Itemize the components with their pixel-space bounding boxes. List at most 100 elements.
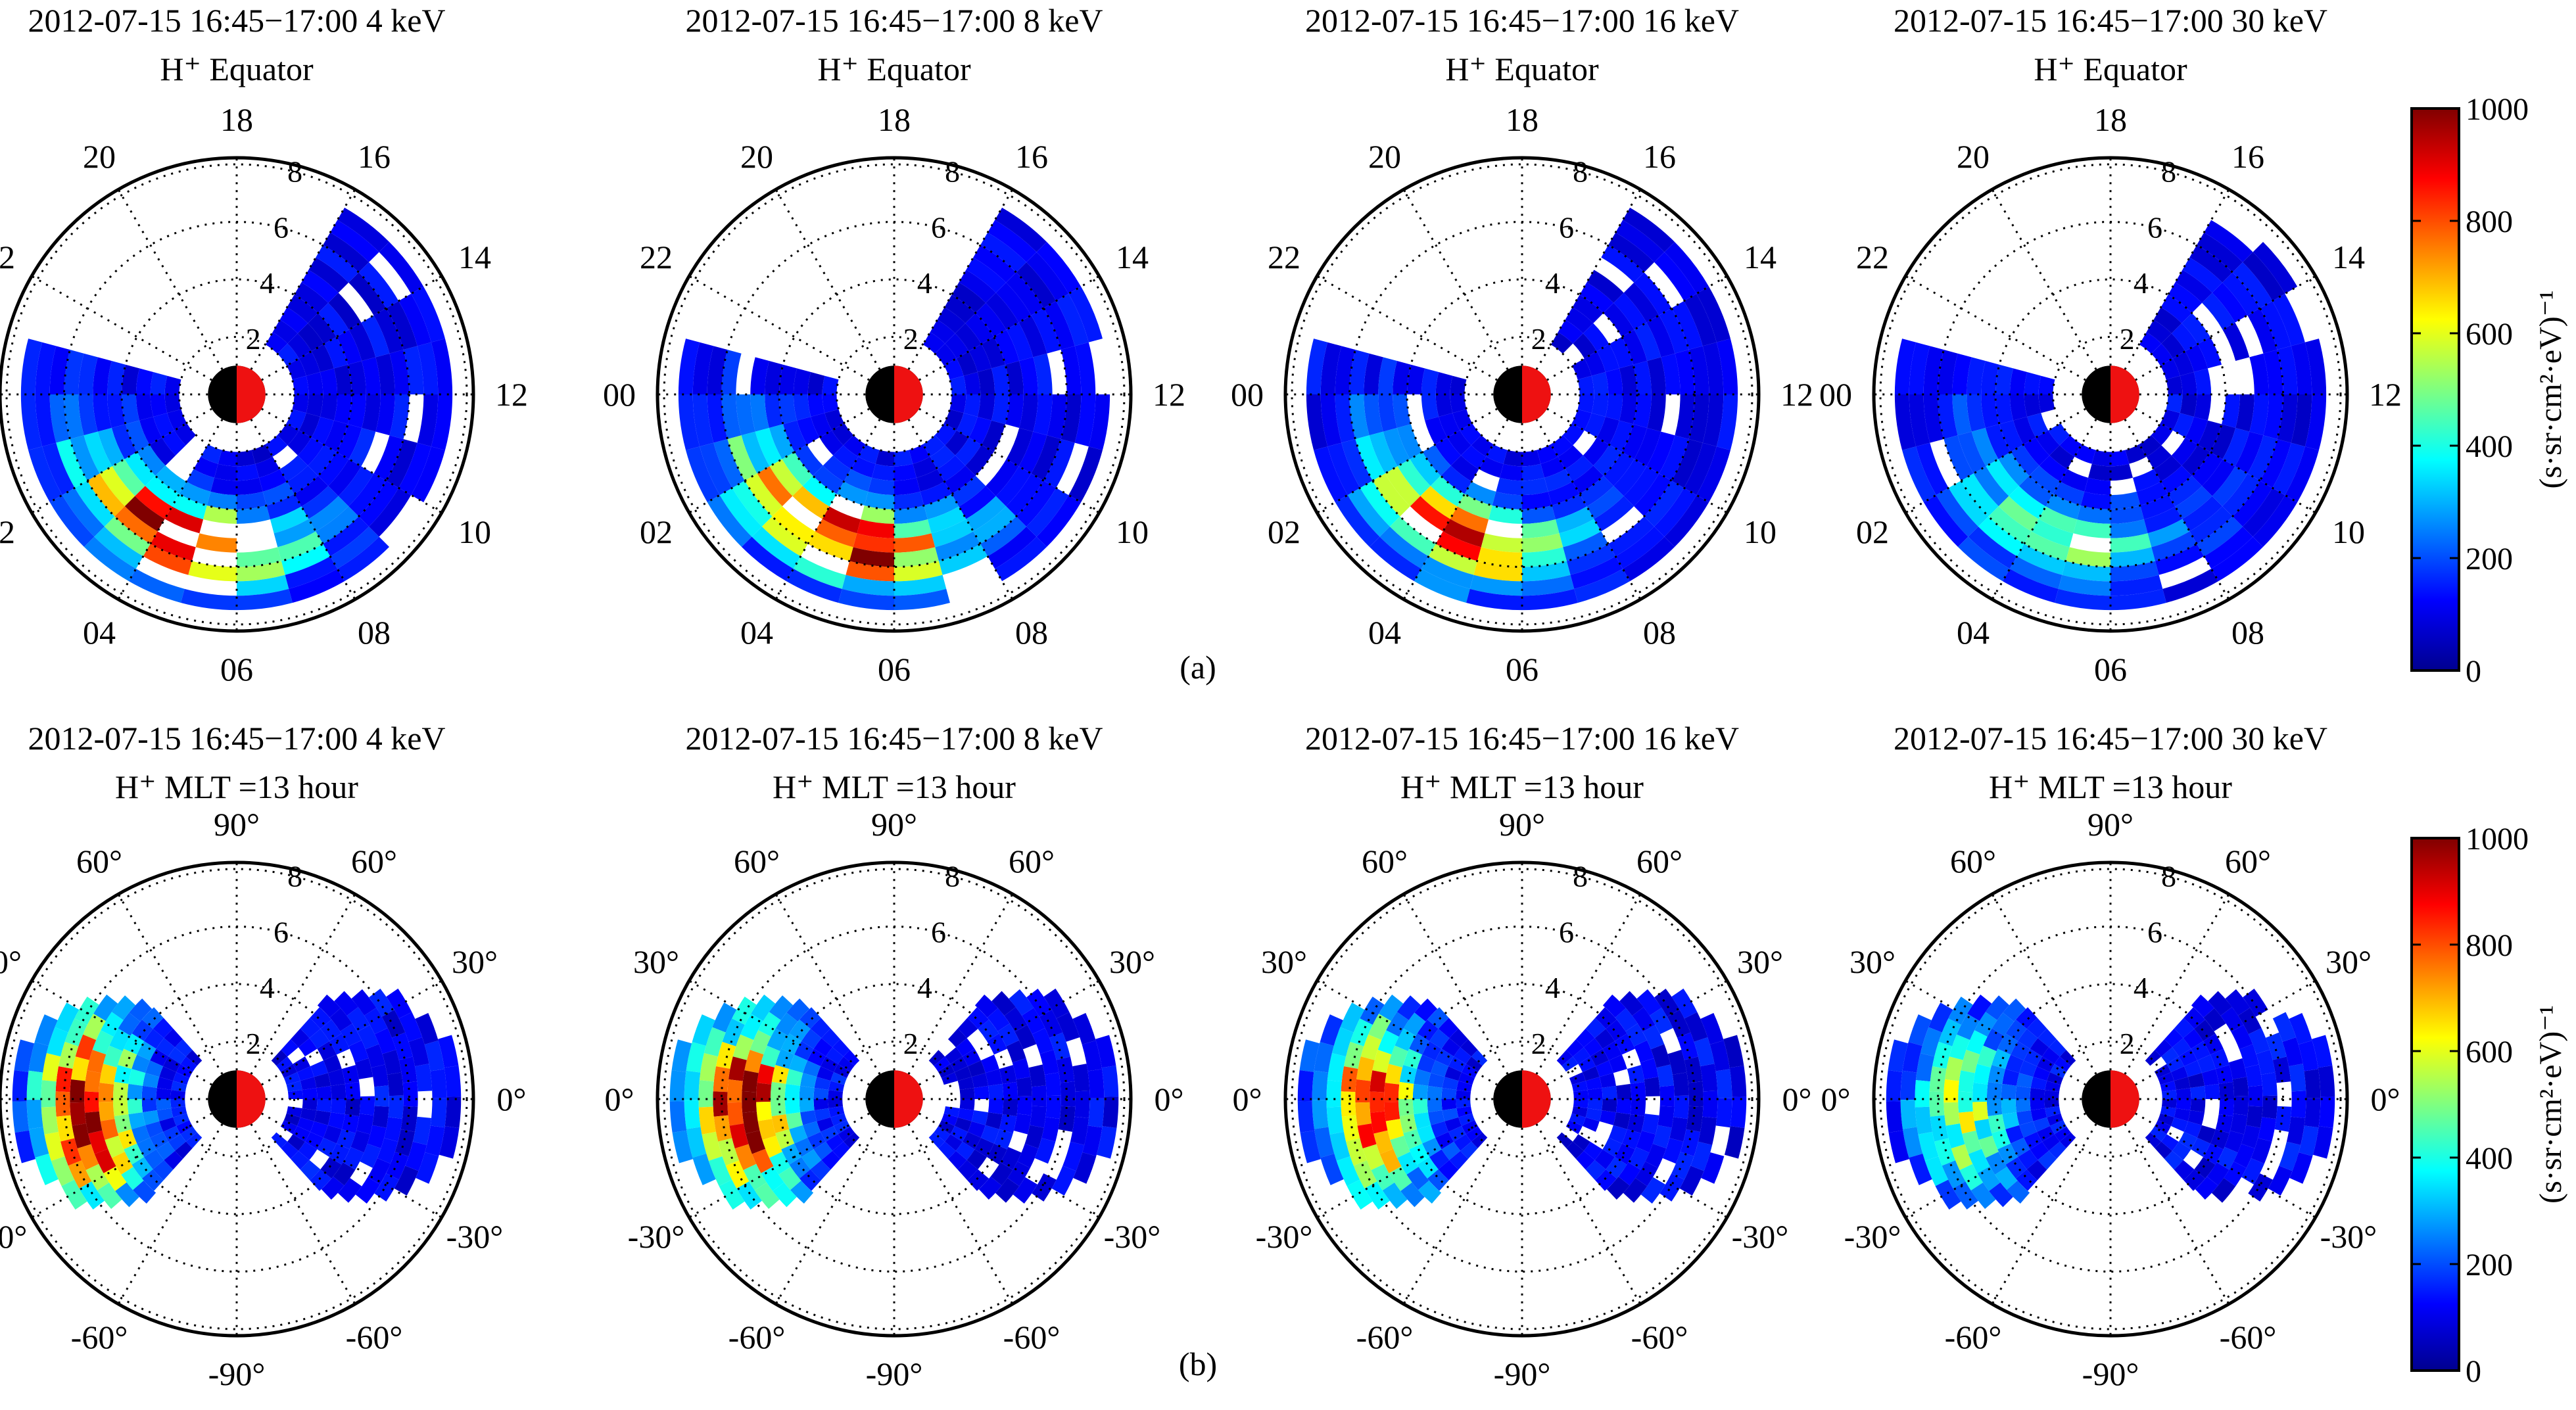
flux-cell — [1550, 332, 1573, 354]
angle-tick-label: 14 — [1116, 239, 1149, 275]
flux-cell — [99, 1101, 115, 1121]
grid-spoke — [250, 1123, 356, 1305]
polar-grid — [0, 862, 473, 1336]
flux-cell — [959, 486, 996, 519]
flux-cell — [112, 1152, 133, 1175]
flux-cell — [1540, 456, 1565, 478]
flux-cell — [1082, 1040, 1103, 1071]
flux-cell — [2182, 257, 2223, 293]
angle-tick-label: 06 — [878, 651, 911, 688]
angle-tick-label: -60° — [1356, 1319, 1414, 1355]
flux-cell — [1013, 1114, 1032, 1135]
flux-cell — [49, 346, 70, 394]
flux-cell — [1002, 1099, 1018, 1117]
angle-tick-label: 18 — [220, 101, 253, 138]
flux-cell — [2191, 1041, 2210, 1061]
flux-cell — [1435, 531, 1481, 561]
colorbar-tick-label: 800 — [2466, 928, 2513, 963]
flux-cell — [799, 1099, 815, 1113]
flux-cell — [832, 1039, 850, 1057]
angle-tick-label: 20 — [83, 138, 116, 175]
flux-cell — [1688, 346, 1709, 394]
flux-cell — [1400, 1182, 1425, 1208]
flux-cell — [1658, 1106, 1675, 1128]
flux-cell — [298, 413, 320, 438]
flux-cell — [237, 463, 259, 481]
angle-tick-label: 0° — [497, 1081, 527, 1117]
grid-circle — [1291, 163, 1753, 626]
flux-cell — [333, 364, 352, 394]
flux-cell — [1677, 1032, 1698, 1060]
flux-cell — [2111, 561, 2159, 582]
flux-cell — [1407, 364, 1425, 394]
flux-cell — [971, 1073, 988, 1088]
grid-circle — [5, 868, 468, 1330]
colorbar-tick-label: 200 — [2466, 542, 2513, 576]
flux-cell — [348, 1040, 369, 1063]
flux-cell — [990, 1162, 1013, 1186]
flux-cell — [2268, 1165, 2293, 1196]
flux-cell — [265, 332, 288, 354]
flux-cell — [1966, 1030, 1988, 1055]
flux-cell — [1632, 1007, 1656, 1032]
flux-cell — [938, 1120, 955, 1135]
flux-cell — [2011, 1041, 2030, 1061]
flux-cell — [803, 1060, 821, 1077]
flux-cell — [156, 1141, 176, 1160]
flux-cell — [1556, 1132, 1573, 1148]
flux-cell — [185, 1050, 203, 1066]
flux-cell — [1441, 1087, 1457, 1099]
flux-cell — [1320, 342, 1342, 394]
angle-tick-label: 06 — [2094, 651, 2127, 688]
flux-cell — [999, 1065, 1017, 1084]
flux-cell — [1596, 344, 1619, 373]
flux-cell — [2318, 1096, 2335, 1128]
flux-cell — [1019, 357, 1038, 394]
flux-cell — [280, 1064, 297, 1078]
flux-cell — [1902, 1042, 1922, 1073]
flux-cell — [1450, 455, 1479, 482]
flux-cell — [56, 1115, 75, 1142]
flux-cell — [692, 394, 714, 447]
flux-cell — [2047, 1072, 2064, 1085]
flux-cell — [974, 1137, 994, 1158]
flux-cell — [1343, 1041, 1364, 1069]
flux-cell — [35, 342, 57, 394]
flux-cell — [771, 1065, 790, 1084]
flux-cell — [293, 1125, 310, 1142]
flux-cell — [180, 1126, 197, 1142]
grid-spoke — [1905, 408, 2086, 514]
flux-cell — [214, 463, 237, 481]
flux-cell — [237, 547, 281, 567]
flux-cell — [1306, 339, 1328, 394]
flux-cell — [794, 1041, 814, 1061]
angle-tick-label: 30° — [452, 943, 498, 980]
flux-cell — [1522, 575, 1575, 596]
flux-cell — [1349, 350, 1370, 394]
flux-cell — [793, 368, 811, 394]
flux-cell — [314, 1073, 331, 1088]
flux-cell — [1659, 1085, 1675, 1107]
flux-cell — [1591, 394, 1609, 417]
flux-cell — [1587, 1099, 1603, 1111]
flux-cell — [304, 1131, 323, 1150]
flux-cell — [1425, 416, 1448, 445]
flux-cell — [2145, 1050, 2162, 1066]
flux-cell — [2285, 446, 2319, 503]
flux-cell — [853, 533, 894, 553]
flux-cell — [97, 1182, 122, 1210]
flux-cell — [761, 1166, 784, 1191]
flux-cell — [973, 245, 1016, 283]
flux-cell — [686, 1042, 706, 1073]
flux-cell — [206, 491, 237, 509]
grid-circle — [1994, 278, 2227, 511]
flux-cell — [686, 1127, 707, 1158]
flux-cell — [374, 1027, 396, 1054]
flux-cell — [937, 307, 966, 334]
flux-cell — [1360, 997, 1385, 1025]
flux-cell — [1047, 394, 1067, 439]
flux-cell — [1043, 300, 1075, 350]
flux-cell — [131, 1125, 151, 1144]
flux-cell — [1647, 394, 1666, 432]
